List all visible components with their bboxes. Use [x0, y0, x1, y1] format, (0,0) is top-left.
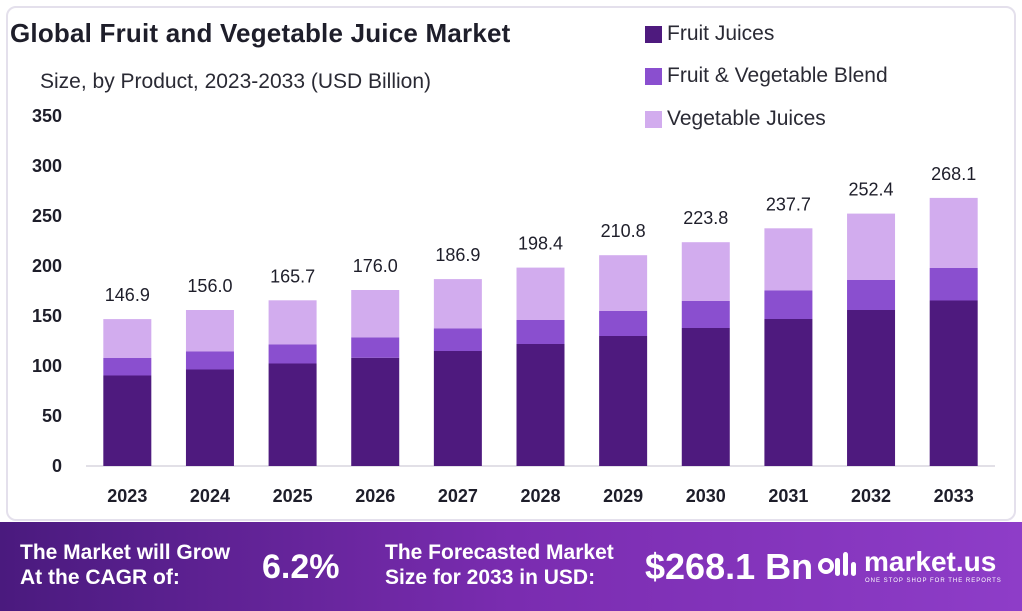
bar-segment-vegetable-juices	[681, 242, 730, 301]
x-tick-label: 2026	[355, 486, 395, 506]
bar-total-label: 165.7	[270, 266, 315, 286]
x-tick-label: 2024	[190, 486, 230, 506]
y-tick-label: 50	[42, 406, 62, 426]
legend-label-vegetable-juices: Vegetable Juices	[667, 107, 826, 130]
chart-title: Global Fruit and Vegetable Juice Market	[10, 18, 511, 48]
bar-total-label: 252.4	[849, 180, 894, 200]
bar-segment-fruit-vegetable-blend	[268, 344, 317, 364]
bar-segment-fruit-juices	[268, 363, 317, 466]
bar-total-label: 268.1	[931, 164, 976, 184]
bar-total-label: 223.8	[683, 208, 728, 228]
legend-label-fruit-vegetable-blend: Fruit & Vegetable Blend	[667, 64, 888, 87]
bar-segment-fruit-vegetable-blend	[681, 301, 730, 328]
chart-plot: 0 50 100 150 200 250 300 350 146.9 2023 156.0 2024 1…	[32, 106, 995, 506]
bar-segment-fruit-juices	[681, 328, 730, 466]
cagr-label-line2: At the CAGR of:	[20, 566, 180, 589]
bar-segment-vegetable-juices	[351, 290, 400, 338]
bar-segment-vegetable-juices	[433, 279, 482, 329]
bar-segment-fruit-vegetable-blend	[764, 290, 813, 319]
legend-label-fruit-juices: Fruit Juices	[667, 22, 775, 45]
bar-segment-fruit-juices	[847, 310, 896, 466]
bar-total-label: 156.0	[187, 276, 232, 296]
legend-swatch-fruit-vegetable-blend	[645, 68, 662, 85]
x-tick-label: 2031	[768, 486, 808, 506]
x-tick-label: 2029	[603, 486, 643, 506]
x-tick-label: 2033	[934, 486, 974, 506]
legend-swatch-fruit-juices	[645, 26, 662, 43]
bar-segment-fruit-juices	[599, 336, 648, 466]
bar-segment-vegetable-juices	[185, 310, 234, 352]
brand-tagline: ONE STOP SHOP FOR THE REPORTS	[865, 578, 1002, 584]
bar-segment-fruit-juices	[929, 300, 978, 466]
legend-swatch-vegetable-juices	[645, 111, 662, 128]
bar-segment-fruit-vegetable-blend	[185, 351, 234, 370]
y-tick-label: 300	[32, 156, 62, 176]
bar-segment-vegetable-juices	[929, 197, 978, 268]
bar-segment-fruit-vegetable-blend	[929, 268, 978, 301]
x-tick-label: 2032	[851, 486, 891, 506]
bar-segment-fruit-juices	[764, 319, 813, 466]
x-tick-label: 2023	[107, 486, 147, 506]
bar-segment-fruit-vegetable-blend	[599, 311, 648, 336]
bar-segment-fruit-vegetable-blend	[103, 358, 152, 376]
bar-total-label: 198.4	[518, 234, 563, 254]
x-tick-label: 2030	[686, 486, 726, 506]
bar-total-label: 146.9	[105, 285, 150, 305]
forecast-label-line1: The Forecasted Market	[385, 541, 614, 564]
forecast-label-line2: Size for 2033 in USD:	[385, 566, 596, 589]
bar-total-label: 237.7	[766, 194, 811, 214]
cagr-value: 6.2%	[262, 548, 340, 586]
footer-banner: The Market will Grow At the CAGR of: 6.2…	[0, 522, 1022, 611]
bar-segment-vegetable-juices	[847, 213, 896, 280]
brand-name: market.us	[864, 546, 997, 577]
x-tick-label: 2028	[520, 486, 560, 506]
bar-segment-fruit-vegetable-blend	[351, 337, 400, 358]
cagr-label: The Market will Grow At the CAGR of:	[20, 540, 230, 590]
bar-segment-vegetable-juices	[599, 255, 648, 311]
x-tick-label: 2025	[273, 486, 313, 506]
forecast-label: The Forecasted Market Size for 2033 in U…	[385, 540, 614, 590]
bar-segment-vegetable-juices	[764, 228, 813, 291]
bar-segment-vegetable-juices	[103, 319, 152, 358]
y-tick-label: 100	[32, 356, 62, 376]
bar-segment-fruit-vegetable-blend	[847, 280, 896, 310]
brand-mark-icon	[818, 552, 856, 576]
bar-total-label: 210.8	[601, 221, 646, 241]
bar-segment-fruit-juices	[351, 357, 400, 466]
y-tick-label: 250	[32, 206, 62, 226]
bar-segment-fruit-vegetable-blend	[516, 320, 565, 344]
bar-segment-fruit-juices	[516, 344, 565, 466]
bar-segment-vegetable-juices	[516, 267, 565, 320]
y-tick-label: 350	[32, 106, 62, 126]
y-tick-label: 150	[32, 306, 62, 326]
bar-total-label: 186.9	[435, 245, 480, 265]
y-tick-label: 200	[32, 256, 62, 276]
bar-segment-fruit-juices	[103, 375, 152, 466]
forecast-value: $268.1 Bn	[645, 546, 814, 587]
bar-segment-vegetable-juices	[268, 300, 317, 345]
bar-segment-fruit-juices	[185, 369, 234, 466]
bar-segment-fruit-juices	[433, 351, 482, 466]
chart-subtitle: Size, by Product, 2023-2033 (USD Billion…	[40, 70, 432, 93]
y-tick-label: 0	[52, 456, 62, 476]
bar-total-label: 176.0	[353, 256, 398, 276]
brand-logo: market.us ONE STOP SHOP FOR THE REPORTS	[818, 544, 1008, 594]
bar-segment-fruit-vegetable-blend	[433, 328, 482, 351]
cagr-label-line1: The Market will Grow	[20, 541, 231, 564]
x-tick-label: 2027	[438, 486, 478, 506]
